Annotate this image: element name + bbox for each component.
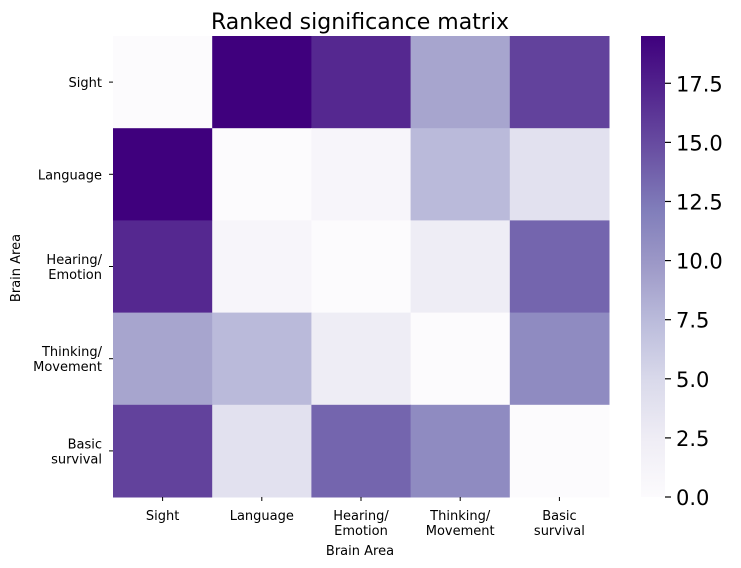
heatmap-cell xyxy=(410,404,511,498)
x-tick-label: Movement xyxy=(426,524,495,539)
y-tick-label: survival xyxy=(51,452,102,467)
heatmap-cells xyxy=(113,36,610,498)
heatmap-cell xyxy=(212,312,312,406)
colorbar-tick-label: 15.0 xyxy=(676,131,723,155)
heatmap-cell xyxy=(113,128,213,221)
heatmap-cell xyxy=(113,404,213,498)
heatmap-cell xyxy=(509,312,610,406)
x-tick-label: Sight xyxy=(146,509,179,524)
colorbar-tick-label: 5.0 xyxy=(676,368,709,392)
colorbar-tick-label: 10.0 xyxy=(676,250,723,274)
heatmap-cell xyxy=(311,36,412,129)
heatmap-cell xyxy=(311,128,412,221)
y-tick-label: Hearing/ xyxy=(46,253,102,268)
heatmap-cell xyxy=(311,404,412,498)
heatmap-cell xyxy=(509,404,610,498)
heatmap-cell xyxy=(212,128,312,221)
colorbar-gradient xyxy=(641,36,665,497)
y-axis-label: Brain Area xyxy=(9,234,24,302)
y-tick-label: Sight xyxy=(69,76,102,91)
heatmap-cell xyxy=(212,36,312,129)
colorbar-tick-label: 2.5 xyxy=(676,427,709,451)
x-tick-label: Basic xyxy=(542,509,576,524)
x-tick-label: Emotion xyxy=(334,524,388,539)
heatmap-cell xyxy=(212,404,312,498)
heatmap-cell xyxy=(410,220,511,314)
heatmap-cell xyxy=(311,312,412,406)
y-tick-label: Movement xyxy=(33,360,102,375)
y-tick-label: Basic xyxy=(68,437,102,452)
heatmap-cell xyxy=(113,36,213,129)
heatmap-cell xyxy=(410,36,511,129)
colorbar: 0.0 2.5 5.0 7.5 10.0 12.5 15.0 17.5 xyxy=(641,36,723,510)
colorbar-tick-label: 7.5 xyxy=(676,309,709,333)
y-tick-label: Emotion xyxy=(48,268,102,283)
chart-title: Ranked significance matrix xyxy=(211,10,509,35)
colorbar-ticks: 0.0 2.5 5.0 7.5 10.0 12.5 15.0 17.5 xyxy=(665,72,723,510)
heatmap-cell xyxy=(509,220,610,314)
y-tick-label: Thinking/ xyxy=(41,345,103,360)
heatmap-cell xyxy=(410,128,511,221)
heatmap-cell xyxy=(212,220,312,314)
x-tick-label: Hearing/ xyxy=(333,509,389,524)
heatmap-cell xyxy=(113,220,213,314)
x-tick-label: survival xyxy=(534,524,585,539)
colorbar-tick-label: 0.0 xyxy=(676,486,709,510)
colorbar-tick-label: 17.5 xyxy=(676,72,723,96)
heatmap-cell xyxy=(311,220,412,314)
heatmap-cell xyxy=(410,312,511,406)
heatmap-cell xyxy=(509,128,610,221)
x-tick-label: Language xyxy=(230,509,294,524)
y-tick-label: Language xyxy=(38,168,102,183)
x-axis-label: Brain Area xyxy=(326,544,394,559)
x-tick-label: Thinking/ xyxy=(429,509,491,524)
heatmap-cell xyxy=(113,312,213,406)
y-axis: Sight Language Hearing/Emotion Thinking/Mov… xyxy=(33,76,113,467)
colorbar-tick-label: 12.5 xyxy=(676,190,723,214)
x-axis: Sight Language Hearing/Emotion Thinking/Mov… xyxy=(146,497,585,539)
heatmap-cell xyxy=(509,36,610,129)
